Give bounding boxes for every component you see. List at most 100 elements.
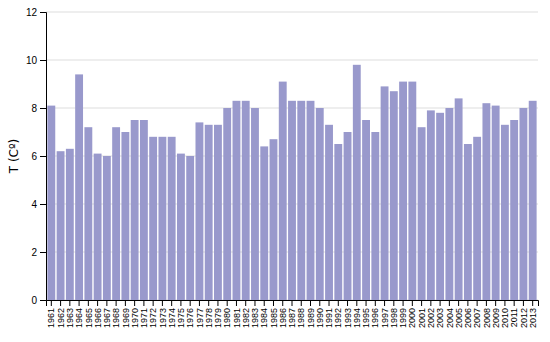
bar	[270, 139, 278, 300]
bar	[371, 132, 379, 300]
x-tick-mark	[153, 300, 154, 306]
y-tick-label: 0	[31, 295, 37, 306]
x-tick-mark	[375, 300, 376, 306]
grid-line	[46, 12, 538, 13]
x-tick-mark	[264, 300, 265, 306]
x-tick-mark	[458, 300, 459, 306]
bar	[381, 86, 389, 300]
bar	[362, 120, 370, 300]
x-tick-mark	[366, 300, 367, 306]
x-tick-mark	[143, 300, 144, 306]
y-tick-mark	[40, 204, 46, 205]
x-tick-mark	[504, 300, 505, 306]
bar	[214, 125, 222, 300]
bar	[390, 91, 398, 300]
x-tick-mark	[495, 300, 496, 306]
x-tick-mark	[338, 300, 339, 306]
bar	[418, 127, 426, 300]
x-tick-mark	[393, 300, 394, 306]
bar	[464, 144, 472, 300]
bar	[158, 137, 166, 300]
bar	[57, 151, 65, 300]
bar	[307, 101, 315, 300]
bar	[168, 137, 176, 300]
y-tick: 2	[31, 247, 46, 258]
y-tick: 12	[26, 7, 46, 18]
bar	[529, 101, 537, 300]
bar	[482, 103, 490, 300]
x-tick-mark	[116, 300, 117, 306]
x-tick-mark	[449, 300, 450, 306]
x-tick-mark	[467, 300, 468, 306]
x-axis: 1961196219631964196519661967196819691970…	[46, 300, 538, 328]
x-tick-mark	[97, 300, 98, 306]
x-tick-mark	[440, 300, 441, 306]
x-tick-mark	[190, 300, 191, 306]
y-axis: 024681012	[26, 7, 47, 306]
bar	[223, 108, 231, 300]
x-tick-mark	[236, 300, 237, 306]
bar	[492, 106, 500, 300]
y-axis-title: T (Cº)	[7, 139, 21, 175]
x-tick-mark	[134, 300, 135, 306]
y-tick-label: 12	[26, 7, 38, 18]
y-tick-mark	[40, 108, 46, 109]
x-tick-mark	[79, 300, 80, 306]
y-tick-mark	[40, 156, 46, 157]
y-tick-mark	[40, 300, 46, 301]
bar	[233, 101, 241, 300]
y-tick: 4	[31, 199, 46, 210]
y-tick-label: 4	[31, 199, 37, 210]
x-tick-mark	[106, 300, 107, 306]
x-tick-mark	[292, 300, 293, 306]
bar	[103, 156, 111, 300]
x-tick-mark	[319, 300, 320, 306]
x-tick-mark	[384, 300, 385, 306]
x-tick-mark	[171, 300, 172, 306]
x-tick-mark	[273, 300, 274, 306]
y-tick-label: 8	[31, 103, 37, 114]
bar	[75, 74, 83, 300]
bar	[325, 125, 333, 300]
bar	[121, 132, 129, 300]
x-tick-mark	[282, 300, 283, 306]
x-tick-mark	[51, 300, 52, 306]
bar	[519, 108, 527, 300]
bar	[334, 144, 342, 300]
x-tick-mark	[60, 300, 61, 306]
x-tick-mark	[356, 300, 357, 306]
bar	[501, 125, 509, 300]
bar	[427, 110, 435, 300]
y-tick-mark	[40, 12, 46, 13]
bar	[297, 101, 305, 300]
x-tick-mark	[162, 300, 163, 306]
x-tick-mark	[477, 300, 478, 306]
bar	[408, 82, 416, 300]
x-tick-label: 2013	[528, 308, 538, 328]
bar	[186, 156, 194, 300]
bar	[131, 120, 139, 300]
bar	[473, 137, 481, 300]
y-tick-label: 6	[31, 151, 37, 162]
x-tick-mark	[245, 300, 246, 306]
x-tick-mark	[199, 300, 200, 306]
x-tick-mark	[88, 300, 89, 306]
chart: 1961196219631964196519661967196819691970…	[0, 0, 550, 342]
x-tick-mark	[180, 300, 181, 306]
bar	[251, 108, 259, 300]
bar	[436, 113, 444, 300]
x-tick-mark	[532, 300, 533, 306]
x-tick-mark	[430, 300, 431, 306]
x-tick-mark	[412, 300, 413, 306]
x-tick-mark	[208, 300, 209, 306]
x-tick: 2013	[528, 300, 538, 328]
bar	[205, 125, 213, 300]
bar	[399, 82, 407, 300]
x-tick-mark	[125, 300, 126, 306]
bar	[510, 120, 518, 300]
bar	[47, 106, 55, 300]
bar	[242, 101, 250, 300]
x-axis-line	[47, 301, 539, 307]
y-axis-line	[40, 13, 47, 301]
x-tick-mark	[310, 300, 311, 306]
